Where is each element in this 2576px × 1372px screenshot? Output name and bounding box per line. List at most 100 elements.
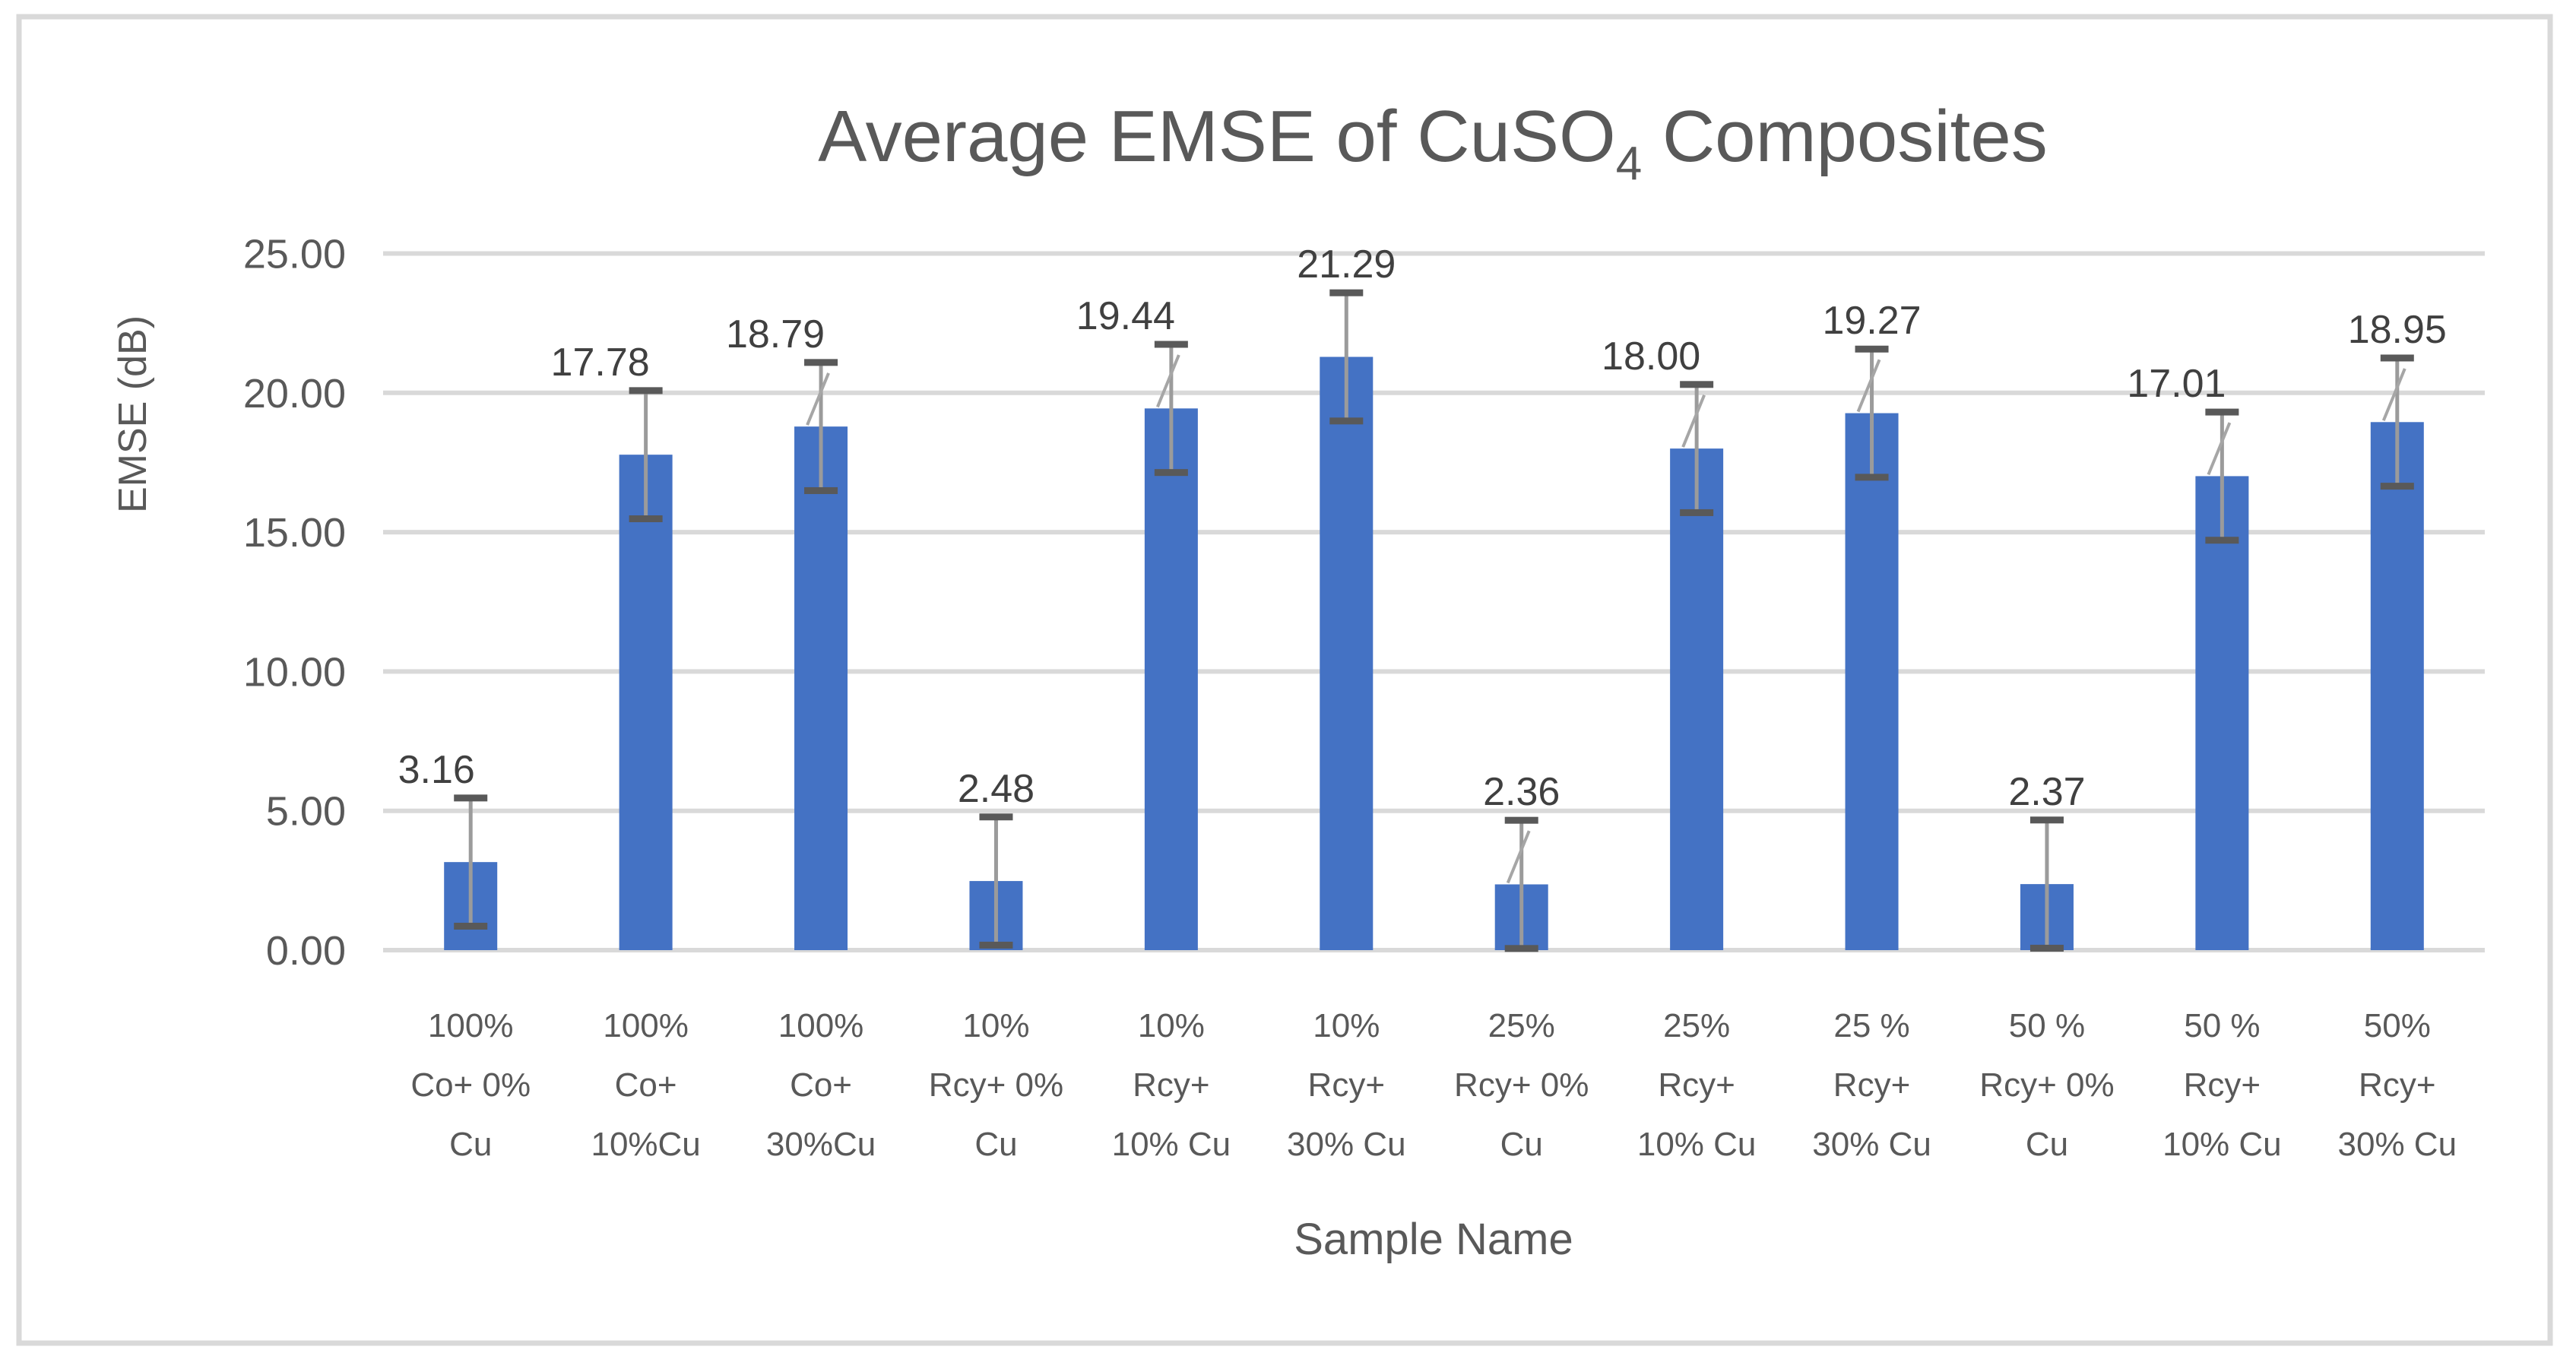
category-tick-label: Rcy+ (2359, 1066, 2435, 1104)
error-bar-cap-bottom (804, 486, 838, 494)
error-bar-cap-bottom (2205, 537, 2239, 544)
error-bar-cap-bottom (2380, 483, 2414, 490)
bar (1320, 356, 1374, 950)
category-tick-label: Rcy+ (1833, 1066, 1910, 1104)
data-label: 3.16 (398, 748, 475, 792)
y-tick-label: 0.00 (266, 928, 346, 974)
error-bar-cap-bottom (979, 941, 1013, 949)
error-bar-cap-bottom (1855, 474, 1889, 481)
category-tick-label: Rcy+ 0% (1454, 1066, 1589, 1104)
category-tick-label: 100% (603, 1007, 689, 1044)
error-bar-cap-top (1154, 341, 1188, 348)
bar (2195, 476, 2249, 950)
error-bar-cap-top (979, 813, 1013, 821)
category-tick-label: 10% (962, 1007, 1029, 1044)
category-tick-label: Cu (2026, 1126, 2068, 1163)
error-bar-cap-bottom (1504, 945, 1538, 952)
category-tick-label: 30% Cu (1812, 1126, 1931, 1163)
category-tick-label: Cu (1500, 1126, 1543, 1163)
category-tick-label: Cu (449, 1126, 492, 1163)
chart-title-post: Composites (1642, 96, 2048, 177)
error-bar-cap-top (2205, 408, 2239, 416)
data-label-leader-line (1856, 359, 1881, 413)
error-bar-cap-top (1329, 289, 1364, 296)
category-tick-label: 50 % (2009, 1007, 2085, 1044)
y-tick-label: 15.00 (243, 510, 346, 556)
error-bar-cap-bottom (2029, 944, 2064, 952)
bar (794, 426, 848, 950)
data-label: 2.37 (2008, 770, 2085, 814)
data-label: 17.78 (551, 341, 650, 385)
category-tick-label: Rcy+ (1308, 1066, 1385, 1104)
category-tick-label: Co+ (615, 1066, 677, 1104)
data-label-leader-line (1681, 394, 1706, 448)
error-bar-cap-top (2380, 354, 2414, 362)
data-label-leader-line (2207, 422, 2232, 476)
data-label-leader-line (2381, 368, 2406, 422)
category-tick-label: Cu (974, 1126, 1017, 1163)
bar (619, 455, 673, 950)
category-tick-label: Rcy+ 0% (929, 1066, 1063, 1104)
category-tick-label: 25% (1663, 1007, 1730, 1044)
y-tick-label: 5.00 (266, 789, 346, 835)
x-axis-title: Sample Name (1294, 1215, 1573, 1264)
bar (1845, 413, 1899, 950)
data-label: 17.01 (2127, 362, 2226, 406)
data-label: 2.36 (1483, 770, 1560, 814)
category-tick-label: Co+ 0% (410, 1066, 531, 1104)
error-bar-cap-top (1680, 381, 1714, 388)
bar (1670, 448, 1724, 950)
data-label: 19.44 (1076, 294, 1175, 338)
error-bar-cap-bottom (454, 922, 488, 930)
data-label: 21.29 (1297, 242, 1396, 287)
error-bar-cap-top (629, 387, 663, 394)
category-tick-label: 10% (1313, 1007, 1380, 1044)
category-tick-label: 100% (428, 1007, 514, 1044)
data-label-leader-line (1156, 354, 1180, 408)
error-bar-cap-bottom (1680, 509, 1714, 516)
bar (2370, 422, 2424, 950)
category-tick-label: 10%Cu (591, 1126, 700, 1163)
category-tick-label: Rcy+ (1133, 1066, 1209, 1104)
category-tick-label: 30%Cu (766, 1126, 876, 1163)
data-label: 2.48 (958, 767, 1035, 811)
chart-title: Average EMSE of CuSO4 Composites (818, 96, 2047, 190)
y-tick-label: 20.00 (243, 371, 346, 417)
data-label-leader-line (806, 372, 830, 426)
category-tick-label: 50 % (2184, 1007, 2260, 1044)
category-tick-label: 50% (2364, 1007, 2431, 1044)
chart-border (16, 14, 2553, 1346)
error-bar-cap-top (1504, 816, 1538, 824)
category-tick-label: 10% Cu (1112, 1126, 1231, 1163)
category-tick-label: Rcy+ (1658, 1066, 1735, 1104)
error-bar-cap-top (2029, 816, 2064, 824)
error-bar-cap-bottom (629, 515, 663, 523)
category-tick-label: Rcy+ (2184, 1066, 2261, 1104)
error-bar-cap-top (804, 359, 838, 366)
data-label-leader-line (1506, 830, 1531, 884)
category-tick-label: 10% (1138, 1007, 1205, 1044)
chart-title-subscript: 4 (1616, 138, 1642, 190)
bar (1144, 408, 1198, 950)
data-label: 19.27 (1822, 299, 1921, 343)
error-bar-cap-bottom (1329, 417, 1364, 425)
error-bar-cap-bottom (1154, 469, 1188, 477)
category-tick-label: 10% Cu (1637, 1126, 1757, 1163)
category-tick-label: 30% Cu (2338, 1126, 2457, 1163)
category-tick-label: Co+ (790, 1066, 852, 1104)
chart-title-pre: Average EMSE of CuSO (818, 96, 1615, 177)
category-tick-label: 30% Cu (1287, 1126, 1406, 1163)
error-bar-cap-top (1855, 345, 1889, 353)
y-axis-title: EMSE (dB) (111, 315, 155, 513)
category-tick-label: 25 % (1833, 1007, 1909, 1044)
data-label: 18.79 (726, 312, 825, 356)
category-tick-label: 25% (1488, 1007, 1555, 1044)
error-bar-cap-top (454, 794, 488, 802)
y-tick-label: 10.00 (243, 649, 346, 695)
category-tick-label: 10% Cu (2163, 1126, 2282, 1163)
data-label: 18.00 (1602, 334, 1700, 379)
category-tick-label: 100% (778, 1007, 864, 1044)
